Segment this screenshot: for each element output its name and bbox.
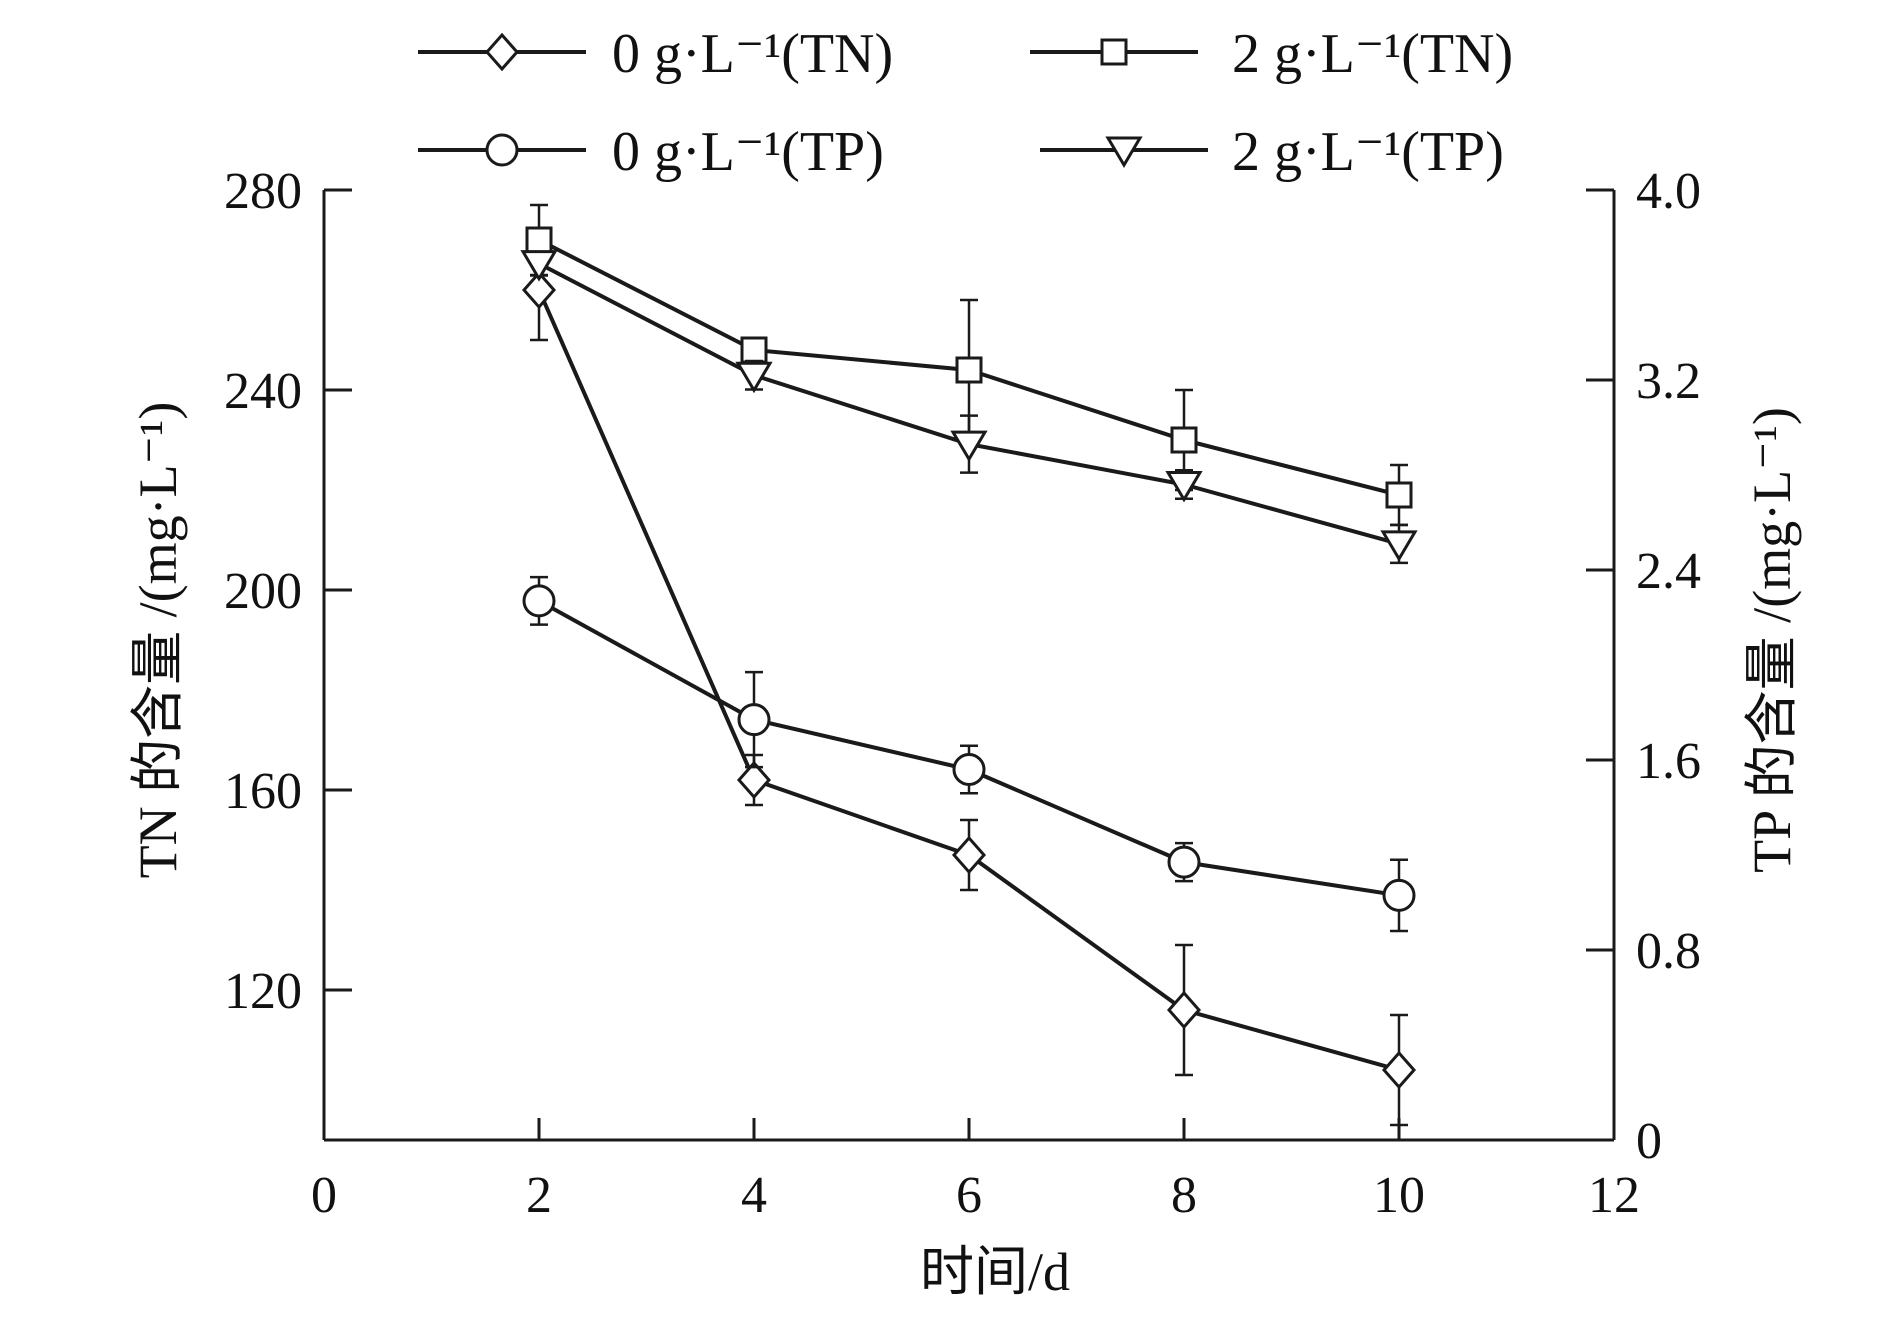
legend-label: 2 g·L⁻¹(TN) (1232, 23, 1513, 85)
legend-label: 0 g·L⁻¹(TP) (612, 121, 884, 183)
y-axis-left-title: TN 的含量 /(mg·L⁻¹) (128, 402, 188, 879)
data-point (955, 356, 983, 384)
legend-marker (484, 32, 520, 72)
x-tick-label: 12 (1588, 1167, 1640, 1224)
data-point (740, 336, 768, 364)
series-3 (522, 575, 1416, 933)
y-axis-right-title: TP 的含量 /(mg·L⁻¹) (1742, 407, 1802, 873)
legend-item-2: 2 g·L⁻¹(TN) (1030, 23, 1513, 85)
x-tick-label: 6 (956, 1167, 982, 1224)
data-point (1167, 845, 1201, 879)
legend-item-1: 0 g·L⁻¹(TN) (418, 23, 893, 85)
data-point (1380, 530, 1418, 562)
y-left-tick-label: 280 (224, 163, 302, 220)
data-point (737, 703, 771, 737)
legend-marker (485, 133, 519, 167)
x-tick-label: 2 (526, 1167, 552, 1224)
axes: 0 2 4 6 8 10 12 120 160 200 240 280 0 0.8 1.6 2.4 3.2 4.0 (224, 163, 1701, 1224)
x-tick-label: 4 (741, 1167, 767, 1224)
legend-item-3: 0 g·L⁻¹(TP) (418, 121, 884, 183)
data-point (521, 270, 557, 310)
series-2 (525, 203, 1413, 527)
y-right-tick-label: 1.6 (1636, 733, 1701, 790)
data-point (1385, 481, 1413, 509)
data-point (735, 361, 773, 394)
data-point (1165, 471, 1203, 503)
x-tick-label: 8 (1171, 1167, 1197, 1224)
y-left-tick-label: 200 (224, 563, 302, 620)
y-right-tick-label: 4.0 (1636, 163, 1701, 220)
legend: 0 g·L⁻¹(TN) 2 g·L⁻¹(TN) 0 g·L⁻¹(TP) 2 g·L⁻¹… (418, 23, 1513, 183)
data-point (1170, 426, 1198, 454)
x-tick-label: 10 (1373, 1167, 1425, 1224)
data-point (950, 430, 988, 463)
series-group (520, 203, 1418, 1127)
y-left-tick-label: 120 (224, 963, 302, 1020)
data-point (1166, 990, 1202, 1030)
legend-label: 2 g·L⁻¹(TP) (1232, 121, 1504, 183)
data-point (520, 250, 558, 282)
data-point (736, 760, 772, 800)
data-point (525, 226, 553, 254)
legend-item-4: 2 g·L⁻¹(TP) (1040, 121, 1504, 183)
x-tick-label: 0 (311, 1167, 337, 1224)
y-left-tick-label: 240 (224, 363, 302, 420)
data-point (1381, 1050, 1417, 1090)
data-point (522, 584, 556, 618)
y-right-tick-label: 2.4 (1636, 543, 1701, 600)
data-point (951, 835, 987, 875)
y-right-tick-label: 3.2 (1636, 353, 1701, 410)
data-point (1382, 878, 1416, 912)
y-left-tick-label: 160 (224, 763, 302, 820)
legend-marker (1100, 38, 1128, 66)
x-axis-title: 时间/d (920, 1242, 1070, 1302)
y-right-tick-label: 0 (1636, 1113, 1662, 1170)
y-right-tick-label: 0.8 (1636, 923, 1701, 980)
legend-marker (1105, 136, 1143, 168)
series-1 (521, 238, 1417, 1127)
data-point (952, 753, 986, 786)
series-4 (520, 250, 1418, 565)
legend-label: 0 g·L⁻¹(TN) (612, 23, 893, 85)
